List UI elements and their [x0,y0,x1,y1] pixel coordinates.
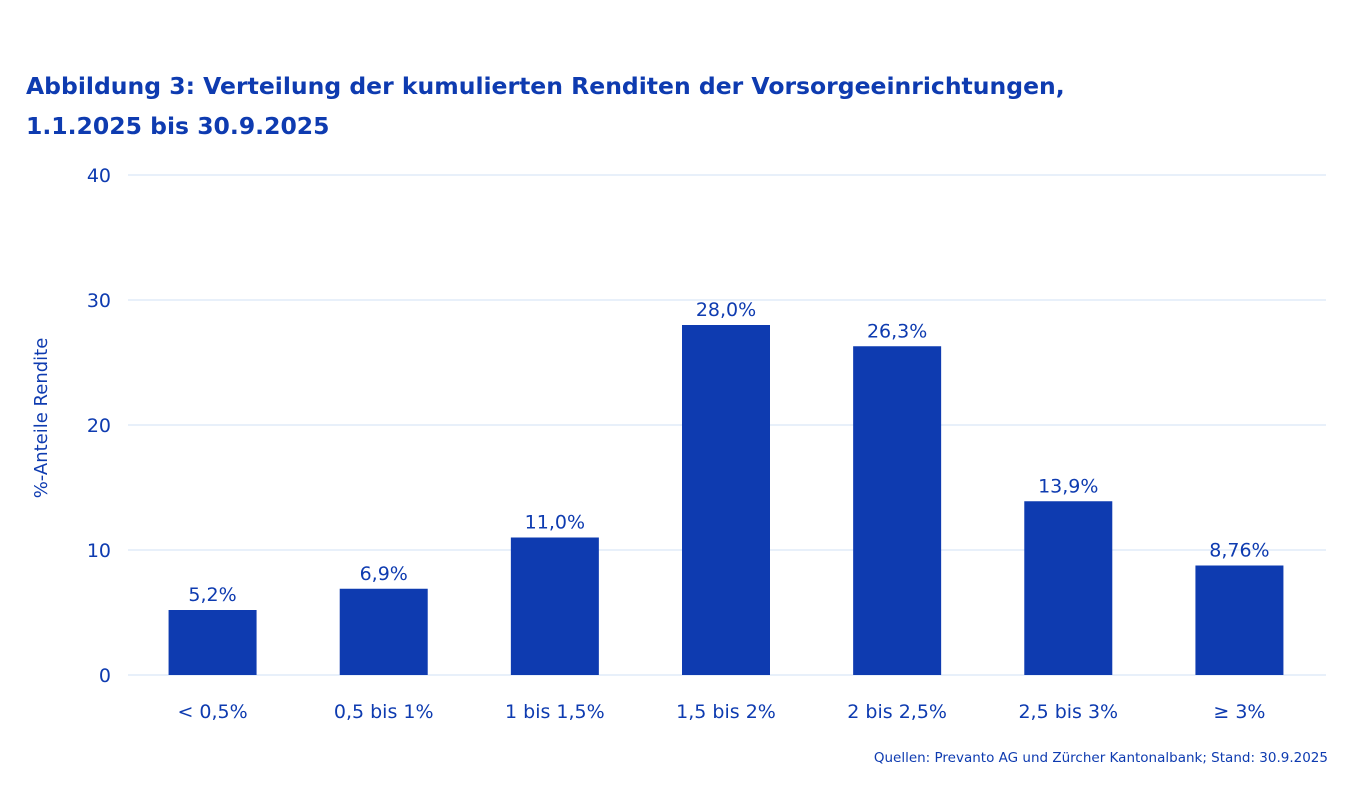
y-tick-label: 0 [99,665,111,687]
bar [682,325,770,675]
bar [510,537,599,675]
data-label: 8,76% [1209,540,1269,562]
x-tick-label: ≥ 3% [1213,701,1265,723]
data-labels: 5,2% 6,9% 11,0% 28,0% 26,3% 13,9% 8,76% [188,299,1269,606]
y-tick-label: 30 [87,290,111,312]
chart-title: Abbildung 3: Verteilung der kumulierten … [26,66,1226,146]
y-axis-label: %-Anteile Rendite [31,338,52,499]
source-note: Quellen: Prevanto AG und Zürcher Kantona… [873,750,1328,766]
data-label: 11,0% [525,512,585,534]
bar [853,346,942,675]
data-label: 13,9% [1038,475,1098,497]
y-tick-label: 10 [87,540,111,562]
x-tick-label: 1,5 bis 2% [676,701,776,723]
y-tick-labels: 0 10 20 30 40 [87,165,111,687]
data-label: 6,9% [360,563,408,585]
x-tick-label: 2,5 bis 3% [1018,701,1118,723]
x-tick-label: 2 bis 2,5% [847,701,947,723]
chart-title-line-2: 1.1.2025 bis 30.9.2025 [26,112,330,140]
y-tick-label: 20 [87,415,111,437]
data-label: 28,0% [696,299,756,321]
x-tick-label: < 0,5% [177,701,247,723]
x-tick-label: 1 bis 1,5% [505,701,605,723]
data-label: 5,2% [188,584,236,606]
y-tick-label: 40 [87,165,111,187]
bar [339,588,428,675]
bars [168,325,1284,675]
x-tick-label: 0,5 bis 1% [334,701,434,723]
data-label: 26,3% [867,320,927,342]
bar [168,610,257,675]
chart-title-line-1: Abbildung 3: Verteilung der kumulierten … [26,72,1065,100]
bar [1024,501,1113,675]
bar [1195,565,1284,675]
x-tick-labels: < 0,5% 0,5 bis 1% 1 bis 1,5% 1,5 bis 2% 2 bi… [177,701,1265,723]
